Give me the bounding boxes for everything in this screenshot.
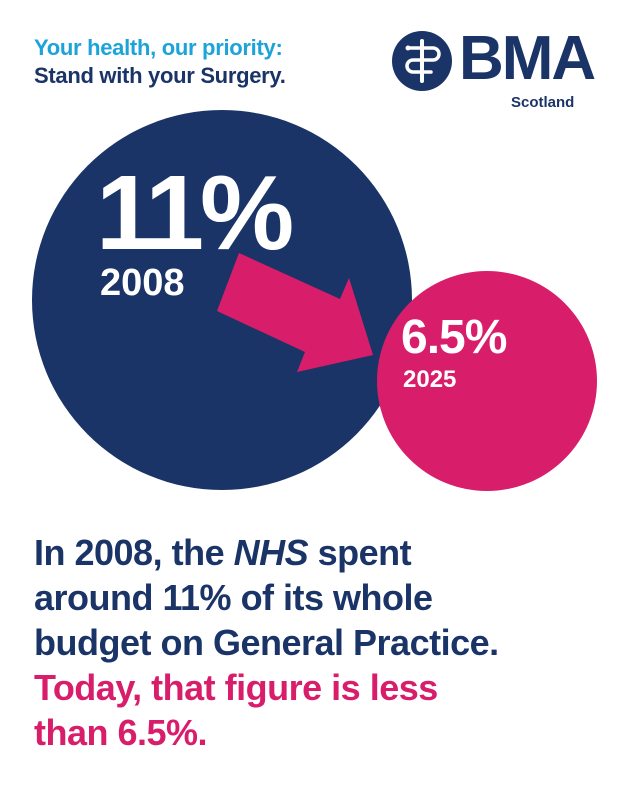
value-2025: 6.5% — [401, 311, 507, 364]
logo-wordmark: BMA — [459, 24, 596, 93]
statement-line-2: around 11% of its whole — [34, 577, 433, 618]
bma-logo: BMA Scotland — [391, 24, 601, 118]
circle-2025 — [377, 271, 597, 491]
tagline-line-2: Stand with your Surgery. — [34, 63, 286, 88]
statement-line-1-pre: In 2008, the — [34, 532, 234, 573]
rod-of-asclepius-icon — [392, 31, 452, 91]
tagline-line-1: Your health, our priority: — [34, 35, 283, 60]
arrow-icon — [217, 253, 373, 372]
year-2025: 2025 — [403, 366, 457, 393]
value-2008: 11% — [96, 154, 294, 272]
statement-line-1: In 2008, the NHS spent — [34, 530, 614, 575]
statement-line-5: than 6.5%. — [34, 712, 208, 753]
logo-region: Scotland — [511, 94, 575, 111]
statement-nhs: NHS — [233, 532, 309, 573]
tagline: Your health, our priority: Stand with yo… — [34, 34, 286, 90]
statement: In 2008, the NHS spent around 11% of its… — [34, 530, 614, 755]
statement-line-3: budget on General Practice. — [34, 622, 499, 663]
statement-line-4: Today, that figure is less — [34, 667, 438, 708]
statement-line-1-post: spent — [308, 532, 412, 573]
year-2008: 2008 — [100, 262, 185, 304]
budget-comparison-graphic — [32, 110, 597, 491]
